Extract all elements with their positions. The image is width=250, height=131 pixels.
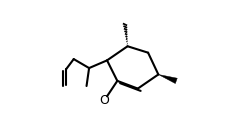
Polygon shape xyxy=(158,75,177,84)
Text: O: O xyxy=(99,94,109,107)
